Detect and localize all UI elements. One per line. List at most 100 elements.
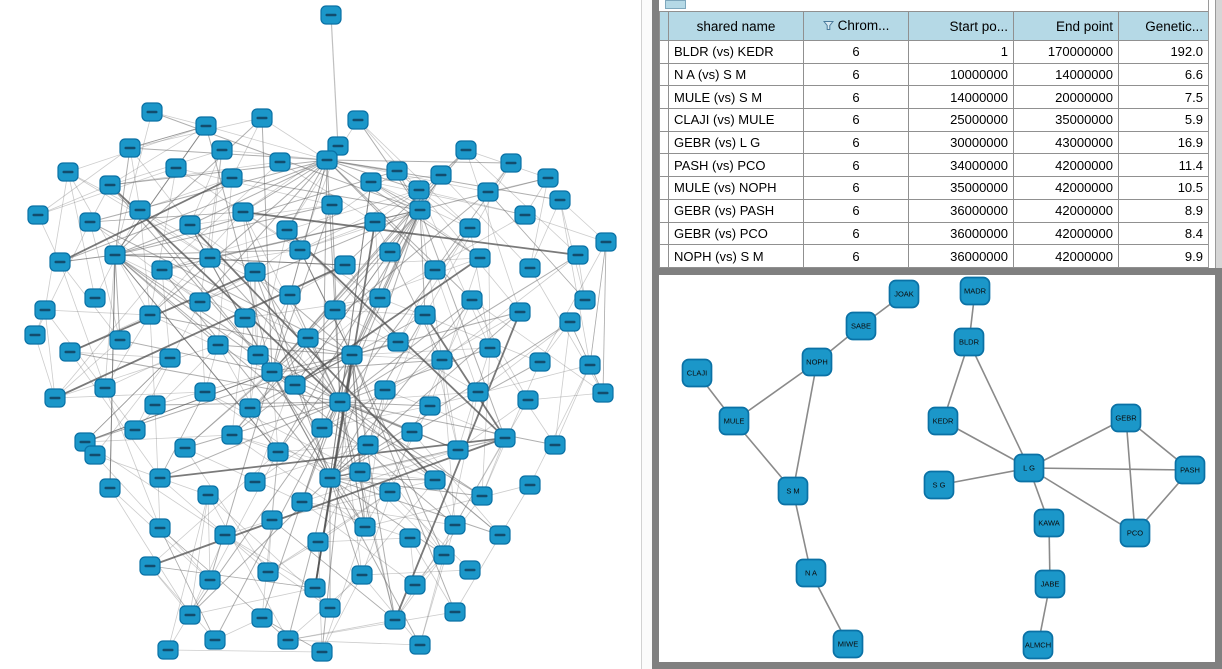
- table-row[interactable]: CLAJI (vs) MULE 6 25000000 35000000 5.9: [659, 108, 1209, 132]
- table-cell-start-position[interactable]: 30000000: [908, 130, 1014, 155]
- table-cell-end-point[interactable]: 14000000: [1013, 62, 1119, 87]
- overview-node[interactable]: [595, 232, 617, 252]
- row-gutter-cell[interactable]: [659, 176, 669, 200]
- table-row[interactable]: GEBR (vs) PASH 6 36000000 42000000 8.9: [659, 198, 1209, 223]
- overview-node[interactable]: [261, 510, 283, 530]
- edge-BLDR-LG[interactable]: [968, 341, 1030, 469]
- overview-node[interactable]: [579, 355, 601, 375]
- overview-node[interactable]: [234, 308, 256, 328]
- node-pash[interactable]: PASH: [1174, 455, 1206, 485]
- overview-node[interactable]: [261, 362, 283, 382]
- overview-node[interactable]: [49, 252, 71, 272]
- overview-node[interactable]: [374, 380, 396, 400]
- overview-node[interactable]: [360, 172, 382, 192]
- overview-node[interactable]: [267, 442, 289, 462]
- overview-node[interactable]: [251, 108, 273, 128]
- overview-node[interactable]: [544, 435, 566, 455]
- overview-node[interactable]: [341, 345, 363, 365]
- overview-node[interactable]: [424, 470, 446, 490]
- table-cell-shared-name[interactable]: CLAJI (vs) MULE: [668, 108, 804, 132]
- table-row[interactable]: MULE (vs) S M 6 14000000 20000000 7.5: [659, 85, 1209, 110]
- overview-node[interactable]: [409, 200, 431, 220]
- overview-node[interactable]: [84, 445, 106, 465]
- table-cell-shared-name[interactable]: MULE (vs) NOPH: [668, 176, 804, 200]
- table-cell-shared-name[interactable]: GEBR (vs) L G: [668, 130, 804, 155]
- overview-node[interactable]: [257, 562, 279, 582]
- node-almch[interactable]: ALMCH: [1022, 630, 1054, 660]
- overview-node[interactable]: [59, 342, 81, 362]
- table-cell-chromosome[interactable]: 6: [803, 85, 909, 110]
- node-gebr[interactable]: GEBR: [1110, 403, 1142, 433]
- subnetwork-panel[interactable]: JOAK SABE NOPH CLAJI MULE S M N A MIWE MADR BLDR K…: [652, 268, 1222, 669]
- overview-node[interactable]: [195, 116, 217, 136]
- overview-node[interactable]: [477, 182, 499, 202]
- table-cell-end-point[interactable]: 42000000: [1013, 176, 1119, 200]
- node-jabe[interactable]: JABE: [1034, 569, 1066, 599]
- overview-node[interactable]: [324, 300, 346, 320]
- overview-node[interactable]: [124, 420, 146, 440]
- overview-node[interactable]: [149, 468, 171, 488]
- overview-node[interactable]: [459, 560, 481, 580]
- overview-node[interactable]: [467, 382, 489, 402]
- overview-node[interactable]: [79, 212, 101, 232]
- overview-node[interactable]: [349, 462, 371, 482]
- row-gutter-cell[interactable]: [659, 221, 669, 246]
- overview-node[interactable]: [151, 260, 173, 280]
- table-cell-start-position[interactable]: 36000000: [908, 198, 1014, 223]
- overview-node[interactable]: [409, 635, 431, 655]
- overview-node[interactable]: [399, 528, 421, 548]
- node-joak[interactable]: JOAK: [888, 279, 920, 309]
- overview-node[interactable]: [189, 292, 211, 312]
- column-header-chromosome[interactable]: Chrom...: [803, 11, 909, 41]
- overview-node[interactable]: [232, 202, 254, 222]
- overview-node[interactable]: [24, 325, 46, 345]
- table-cell-end-point[interactable]: 43000000: [1013, 130, 1119, 155]
- overview-node[interactable]: [311, 642, 333, 662]
- overview-node[interactable]: [174, 438, 196, 458]
- overview-node[interactable]: [320, 5, 342, 25]
- table-row[interactable]: BLDR (vs) KEDR 6 1 170000000 192.0: [659, 40, 1209, 64]
- overview-node[interactable]: [297, 328, 319, 348]
- row-gutter-cell[interactable]: [659, 108, 669, 132]
- table-cell-chromosome[interactable]: 6: [803, 244, 909, 268]
- node-kawa[interactable]: KAWA: [1033, 508, 1065, 538]
- overview-node[interactable]: [384, 610, 406, 630]
- overview-node[interactable]: [269, 152, 291, 172]
- table-cell-end-point[interactable]: 20000000: [1013, 85, 1119, 110]
- table-cell-shared-name[interactable]: PASH (vs) PCO: [668, 153, 804, 178]
- overview-node[interactable]: [433, 545, 455, 565]
- edge-LG-GEBR[interactable]: [1028, 417, 1127, 469]
- row-gutter-cell[interactable]: [659, 198, 669, 223]
- overview-node[interactable]: [489, 525, 511, 545]
- overview-node[interactable]: [574, 290, 596, 310]
- overview-node[interactable]: [354, 517, 376, 537]
- table-cell-end-point[interactable]: 42000000: [1013, 153, 1119, 178]
- overview-node[interactable]: [444, 602, 466, 622]
- table-cell-start-position[interactable]: 36000000: [908, 221, 1014, 246]
- overview-node[interactable]: [84, 288, 106, 308]
- overview-node[interactable]: [197, 485, 219, 505]
- node-madr[interactable]: MADR: [959, 276, 991, 306]
- overview-node[interactable]: [334, 255, 356, 275]
- overview-node[interactable]: [431, 350, 453, 370]
- overview-node[interactable]: [214, 525, 236, 545]
- table-cell-shared-name[interactable]: MULE (vs) S M: [668, 85, 804, 110]
- overview-node[interactable]: [461, 290, 483, 310]
- table-cell-chromosome[interactable]: 6: [803, 198, 909, 223]
- node-sabe[interactable]: SABE: [845, 311, 877, 341]
- overview-node[interactable]: [99, 478, 121, 498]
- table-cell-genetic[interactable]: 16.9: [1118, 130, 1209, 155]
- node-s-g[interactable]: S G: [923, 470, 955, 500]
- overview-node[interactable]: [199, 570, 221, 590]
- row-gutter-cell[interactable]: [659, 85, 669, 110]
- overview-node[interactable]: [304, 578, 326, 598]
- table-cell-chromosome[interactable]: 6: [803, 130, 909, 155]
- overview-node[interactable]: [139, 305, 161, 325]
- overview-node[interactable]: [276, 220, 298, 240]
- overview-node[interactable]: [414, 305, 436, 325]
- row-gutter-cell[interactable]: [659, 130, 669, 155]
- node-mule[interactable]: MULE: [718, 406, 750, 436]
- overview-node[interactable]: [500, 153, 522, 173]
- overview-node[interactable]: [469, 248, 491, 268]
- overview-node[interactable]: [321, 195, 343, 215]
